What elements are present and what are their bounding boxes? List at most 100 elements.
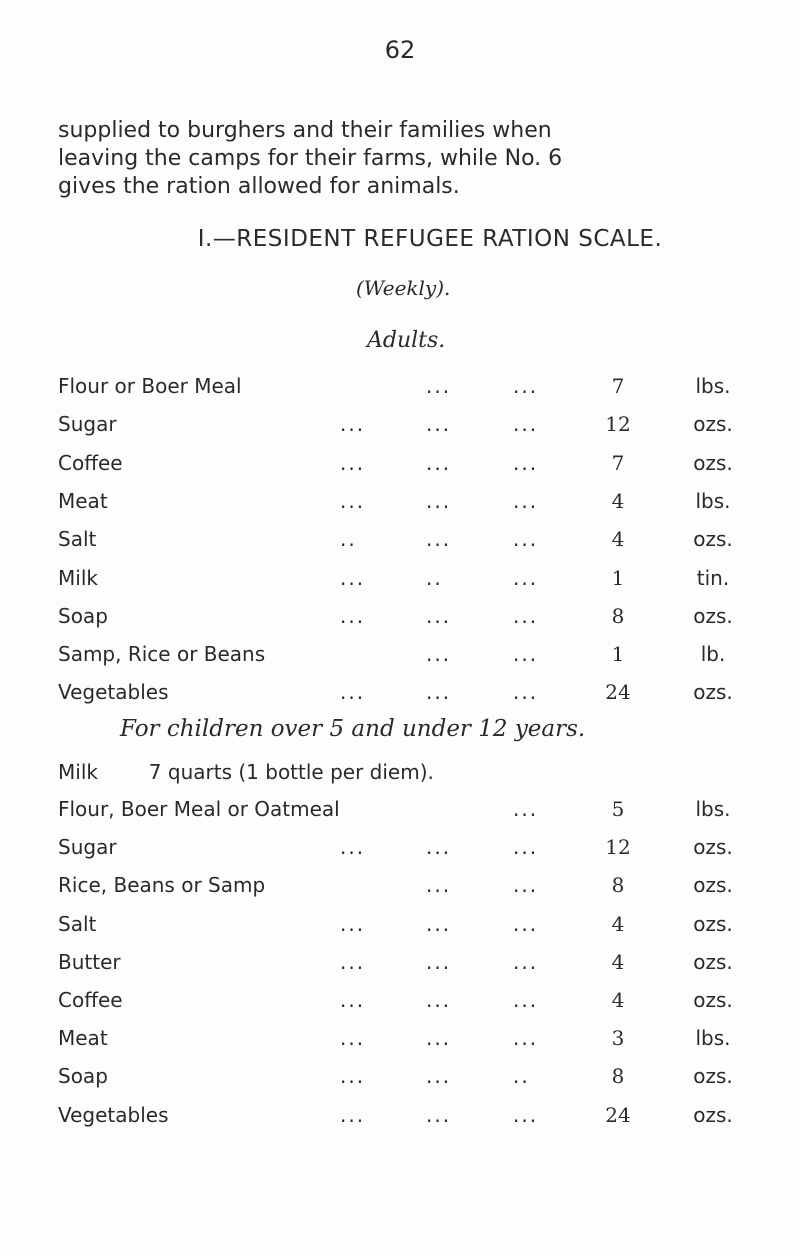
leader-dots: ... bbox=[513, 527, 539, 552]
leader-dots: ... bbox=[426, 835, 452, 860]
item-label: Coffee bbox=[58, 450, 123, 475]
quantity: 8 bbox=[611, 603, 625, 628]
item-label: Flour, Boer Meal or Oatmeal bbox=[58, 797, 340, 821]
unit: ozs. bbox=[693, 988, 733, 1012]
quantity: 4 bbox=[611, 988, 625, 1012]
leader-dots: ... bbox=[340, 949, 366, 974]
quantity: 5 bbox=[611, 797, 625, 821]
table-row: Meat......... 3 lbs. bbox=[58, 1026, 758, 1056]
table-row: Coffee......... 4 ozs. bbox=[58, 988, 758, 1018]
unit: ozs. bbox=[693, 412, 733, 437]
quantity: 7 bbox=[611, 450, 625, 475]
item-label: Butter bbox=[58, 949, 121, 974]
leader-dots: ... bbox=[513, 797, 539, 821]
leader-dots: ... bbox=[340, 835, 366, 860]
children-milk-note: Milk 7 quarts (1 bottle per diem). bbox=[58, 760, 434, 784]
quantity: 24 bbox=[605, 1102, 631, 1127]
leader-dots: .. bbox=[513, 1064, 530, 1089]
table-row: Sugar......... 12 ozs. bbox=[58, 412, 758, 442]
unit: ozs. bbox=[693, 1064, 733, 1089]
quantity: 12 bbox=[605, 835, 631, 860]
quantity: 4 bbox=[611, 527, 625, 552]
quantity: 1 bbox=[611, 565, 625, 590]
leader-dots: ... bbox=[426, 488, 452, 513]
unit: lbs. bbox=[695, 797, 731, 821]
unit: tin. bbox=[696, 565, 730, 590]
unit: ozs. bbox=[693, 873, 733, 898]
leader-dots: ... bbox=[340, 603, 366, 628]
leader-dots: ... bbox=[426, 374, 452, 398]
unit: lbs. bbox=[695, 488, 731, 513]
table-row: Vegetables......... 24 ozs. bbox=[58, 1103, 758, 1133]
leader-dots: .. bbox=[426, 565, 443, 590]
leader-dots: ... bbox=[340, 565, 366, 590]
page-number: 62 bbox=[384, 36, 416, 64]
quantity: 1 bbox=[611, 642, 625, 667]
leader-dots: ... bbox=[340, 911, 366, 936]
unit: ozs. bbox=[693, 603, 733, 628]
unit: ozs. bbox=[693, 1102, 733, 1127]
leader-dots: ... bbox=[340, 1064, 366, 1089]
leader-dots: ... bbox=[513, 412, 539, 437]
leader-dots: ... bbox=[340, 1026, 366, 1051]
leader-dots: ... bbox=[426, 1026, 452, 1051]
leader-dots: ... bbox=[426, 642, 452, 667]
table-row: Milk........ 1 tin. bbox=[58, 566, 758, 596]
leader-dots: ... bbox=[513, 603, 539, 628]
children-title: For children over 5 and under 12 years. bbox=[120, 716, 586, 742]
quantity: 4 bbox=[611, 949, 625, 974]
item-label: Sugar bbox=[58, 835, 117, 860]
unit: ozs. bbox=[693, 835, 733, 860]
leader-dots: ... bbox=[426, 949, 452, 974]
leader-dots: ... bbox=[513, 565, 539, 590]
leader-dots: ... bbox=[426, 680, 452, 705]
leader-dots: ... bbox=[426, 988, 452, 1012]
table-row: Salt........ 4 ozs. bbox=[58, 527, 758, 557]
paragraph-line: leaving the camps for their farms, while… bbox=[58, 146, 563, 171]
leader-dots: ... bbox=[340, 450, 366, 475]
item-label: Soap bbox=[58, 603, 108, 628]
item-label: Coffee bbox=[58, 988, 123, 1012]
item-label: Meat bbox=[58, 488, 108, 513]
leader-dots: .. bbox=[340, 527, 357, 552]
item-label: Vegetables bbox=[58, 680, 169, 705]
quantity: 3 bbox=[611, 1026, 625, 1051]
leader-dots: ... bbox=[513, 988, 539, 1012]
item-label: Meat bbox=[58, 1026, 108, 1051]
quantity: 8 bbox=[611, 873, 625, 898]
leader-dots: ... bbox=[513, 488, 539, 513]
leader-dots: ... bbox=[513, 680, 539, 705]
quantity: 24 bbox=[605, 680, 631, 705]
item-label: Rice, Beans or Samp bbox=[58, 873, 266, 898]
table-row: Rice, Beans or Samp...... 8 ozs. bbox=[58, 873, 758, 903]
item-label: Salt bbox=[58, 911, 97, 936]
table-row: Meat......... 4 lbs. bbox=[58, 489, 758, 519]
item-label: Samp, Rice or Beans bbox=[58, 642, 266, 667]
quantity: 8 bbox=[611, 1064, 625, 1089]
table-row: Sugar......... 12 ozs. bbox=[58, 835, 758, 865]
table-row: Butter......... 4 ozs. bbox=[58, 950, 758, 980]
leader-dots: ... bbox=[340, 412, 366, 437]
leader-dots: ... bbox=[513, 450, 539, 475]
unit: ozs. bbox=[693, 911, 733, 936]
quantity: 12 bbox=[605, 412, 631, 437]
unit: lbs. bbox=[695, 374, 731, 398]
unit: ozs. bbox=[693, 527, 733, 552]
leader-dots: ... bbox=[513, 1026, 539, 1051]
leader-dots: ... bbox=[513, 374, 539, 398]
table-row: Coffee......... 7 ozs. bbox=[58, 451, 758, 481]
section-heading: I.—RESIDENT REFUGEE RATION SCALE. bbox=[197, 226, 663, 252]
leader-dots: ... bbox=[426, 1064, 452, 1089]
item-label: Sugar bbox=[58, 412, 117, 437]
leader-dots: ... bbox=[513, 873, 539, 898]
leader-dots: ... bbox=[426, 1102, 452, 1127]
item-label: Flour or Boer Meal bbox=[58, 374, 242, 398]
table-row: Salt......... 4 ozs. bbox=[58, 912, 758, 942]
table-row: Flour, Boer Meal or Oatmeal... 5 lbs. bbox=[58, 797, 758, 827]
table-row: Flour or Boer Meal...... 7 lbs. bbox=[58, 374, 758, 404]
quantity: 4 bbox=[611, 911, 625, 936]
unit: ozs. bbox=[693, 680, 733, 705]
paragraph-line: supplied to burghers and their families … bbox=[58, 118, 552, 143]
leader-dots: ... bbox=[426, 412, 452, 437]
